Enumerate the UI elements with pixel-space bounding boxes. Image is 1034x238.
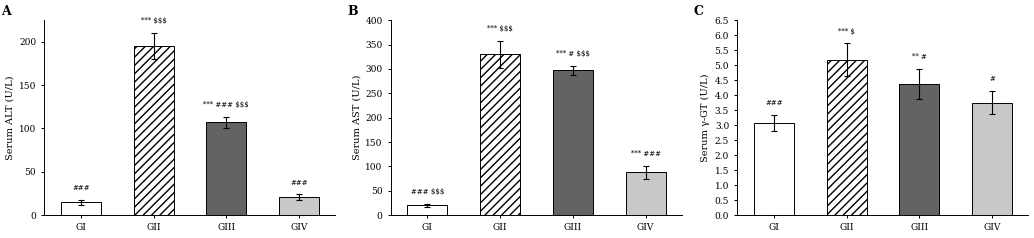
Text: A: A	[1, 5, 10, 18]
Text: *** ###: *** ###	[631, 150, 661, 158]
Text: ###: ###	[291, 178, 308, 187]
Bar	[133, 46, 174, 215]
Bar	[553, 70, 592, 215]
Bar	[754, 123, 794, 215]
Bar	[480, 54, 520, 215]
Bar	[972, 103, 1012, 215]
Text: #: #	[990, 75, 995, 84]
Text: *** $: *** $	[839, 28, 855, 35]
Y-axis label: Serum ALT (U/L): Serum ALT (U/L)	[5, 75, 14, 160]
Text: *** $$$: *** $$$	[487, 25, 513, 33]
Bar	[279, 197, 320, 215]
Bar	[900, 84, 939, 215]
Bar	[407, 205, 448, 215]
Bar	[61, 202, 100, 215]
Bar	[826, 60, 866, 215]
Text: *** ### $$$: *** ### $$$	[204, 101, 249, 109]
Text: ** #: ** #	[912, 53, 926, 61]
Text: B: B	[347, 5, 358, 18]
Text: ### $$$: ### $$$	[410, 188, 444, 196]
Y-axis label: Serum AST (U/L): Serum AST (U/L)	[352, 75, 361, 160]
Bar	[207, 122, 246, 215]
Text: *** $$$: *** $$$	[141, 17, 166, 25]
Y-axis label: Serum γ-GT (U/L): Serum γ-GT (U/L)	[701, 73, 710, 162]
Text: C: C	[694, 5, 704, 18]
Text: ###: ###	[72, 184, 90, 192]
Bar	[626, 172, 666, 215]
Text: *** # $$$: *** # $$$	[556, 50, 589, 58]
Text: ###: ###	[765, 99, 783, 107]
